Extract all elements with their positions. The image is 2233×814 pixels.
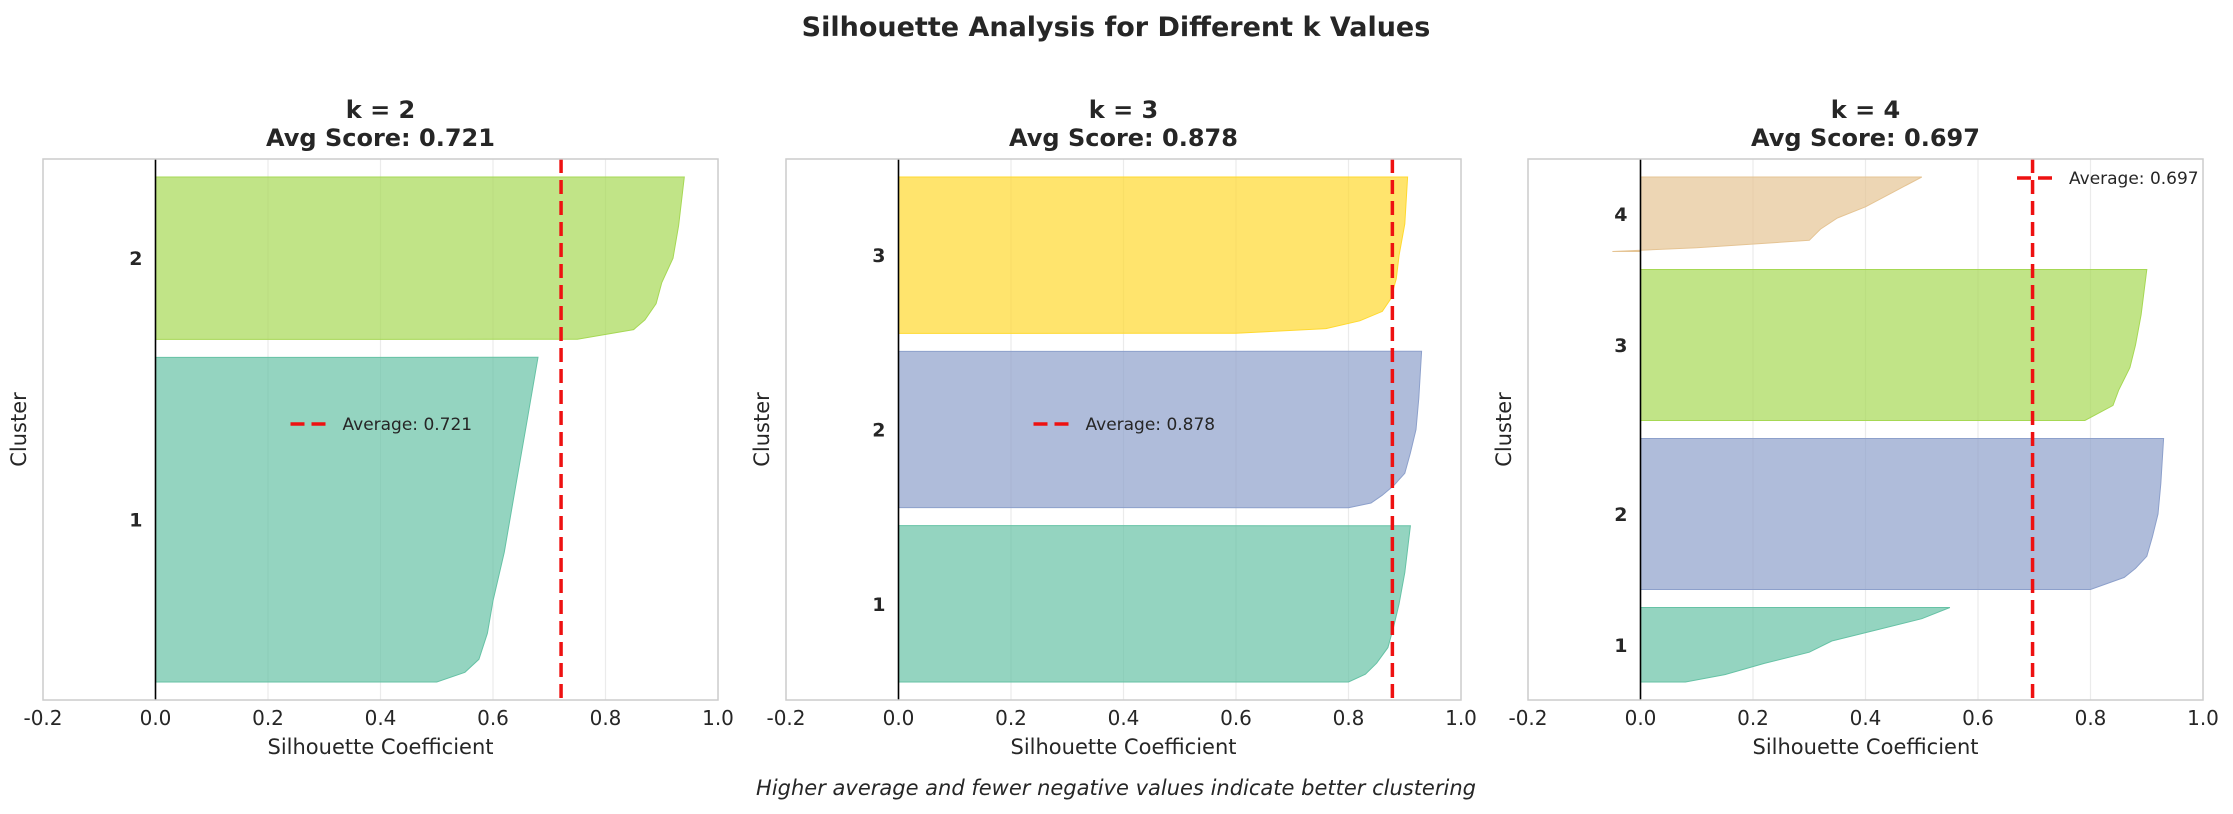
legend-label: Average: 0.721 [343,415,473,435]
silhouette-cluster-1 [1640,607,1951,683]
x-tick-label: 0.6 [1220,706,1252,730]
cluster-label-2: 2 [872,420,885,442]
x-tick-label: 0.4 [1850,706,1882,730]
panel-title-k: k = 2 [346,96,415,124]
x-tick-label: 0.2 [1737,706,1769,730]
chart-panel-k2: 1 2 Average: 0.721 -0.2 0.0 0.2 0.4 0.6 0.8 1.0 Si… [7,96,734,759]
x-tick-label: 0.0 [1625,706,1657,730]
silhouette-cluster-3 [1640,268,2148,421]
cluster-label-4: 4 [1614,204,1627,226]
panel-title-k: k = 4 [1831,96,1900,124]
cluster-label-2: 2 [129,248,142,270]
legend-label: Average: 0.878 [1086,415,1216,435]
x-axis-label: Silhouette Coefficient [1010,735,1236,759]
silhouette-cluster-2 [1640,438,2165,591]
x-tick-label: 0.6 [477,706,509,730]
x-tick-label: -0.2 [23,706,62,730]
chart-panel-k4: 1 2 3 4 Average: 0.697 -0.2 0.0 0.2 0.4 0.6 0.8 1.0… [1492,96,2219,759]
cluster-label-3: 3 [872,245,885,267]
cluster-label-1: 1 [129,510,142,532]
x-tick-label: -0.2 [1508,706,1547,730]
cluster-label-3: 3 [1614,335,1627,357]
x-axis-label: Silhouette Coefficient [1752,735,1978,759]
panel-title-score: Avg Score: 0.878 [1009,124,1238,152]
x-tick-label: 0.8 [2075,706,2107,730]
x-tick-label: 0.8 [1333,706,1365,730]
x-tick-label: 0.4 [365,706,397,730]
x-tick-label: 0.8 [590,706,622,730]
panel-title-k: k = 3 [1089,96,1158,124]
silhouette-cluster-4 [1612,176,1923,252]
silhouette-cluster-2 [898,350,1423,509]
silhouette-cluster-1 [155,356,539,683]
silhouette-cluster-3 [898,176,1409,334]
plot-frame [785,158,1462,701]
x-tick-label: 0.2 [995,706,1027,730]
chart-panel-k3: 1 2 3 Average: 0.878 -0.2 0.0 0.2 0.4 0.6 0.8 1.0 S… [750,96,1477,759]
x-tick-label: -0.2 [766,706,805,730]
chart-panels: 1 2 Average: 0.721 -0.2 0.0 0.2 0.4 0.6 0.8 1.0 Si… [7,96,2219,759]
x-tick-label: 1.0 [1445,706,1477,730]
x-tick-label: 0.4 [1108,706,1140,730]
silhouette-cluster-2 [155,176,685,340]
silhouette-cluster-1 [898,525,1411,683]
plot-frame [42,158,719,701]
cluster-label-1: 1 [872,594,885,616]
cluster-label-1: 1 [1614,635,1627,657]
x-tick-label: 0.6 [1962,706,1994,730]
panel-title-score: Avg Score: 0.721 [266,124,495,152]
y-axis-label: Cluster [7,392,31,467]
figure-caption: Higher average and fewer negative values… [756,776,1476,800]
y-axis-label: Cluster [750,392,774,467]
panel-title-score: Avg Score: 0.697 [1751,124,1980,152]
cluster-label-2: 2 [1614,504,1627,526]
x-tick-label: 1.0 [702,706,734,730]
x-tick-label: 0.2 [252,706,284,730]
x-tick-label: 0.0 [883,706,915,730]
figure-title: Silhouette Analysis for Different k Valu… [802,12,1431,43]
x-axis-label: Silhouette Coefficient [267,735,493,759]
plot-frame [1527,158,2204,701]
x-tick-label: 1.0 [2187,706,2219,730]
legend-label: Average: 0.697 [2069,169,2199,189]
x-tick-label: 0.0 [140,706,172,730]
y-axis-label: Cluster [1492,392,1516,467]
